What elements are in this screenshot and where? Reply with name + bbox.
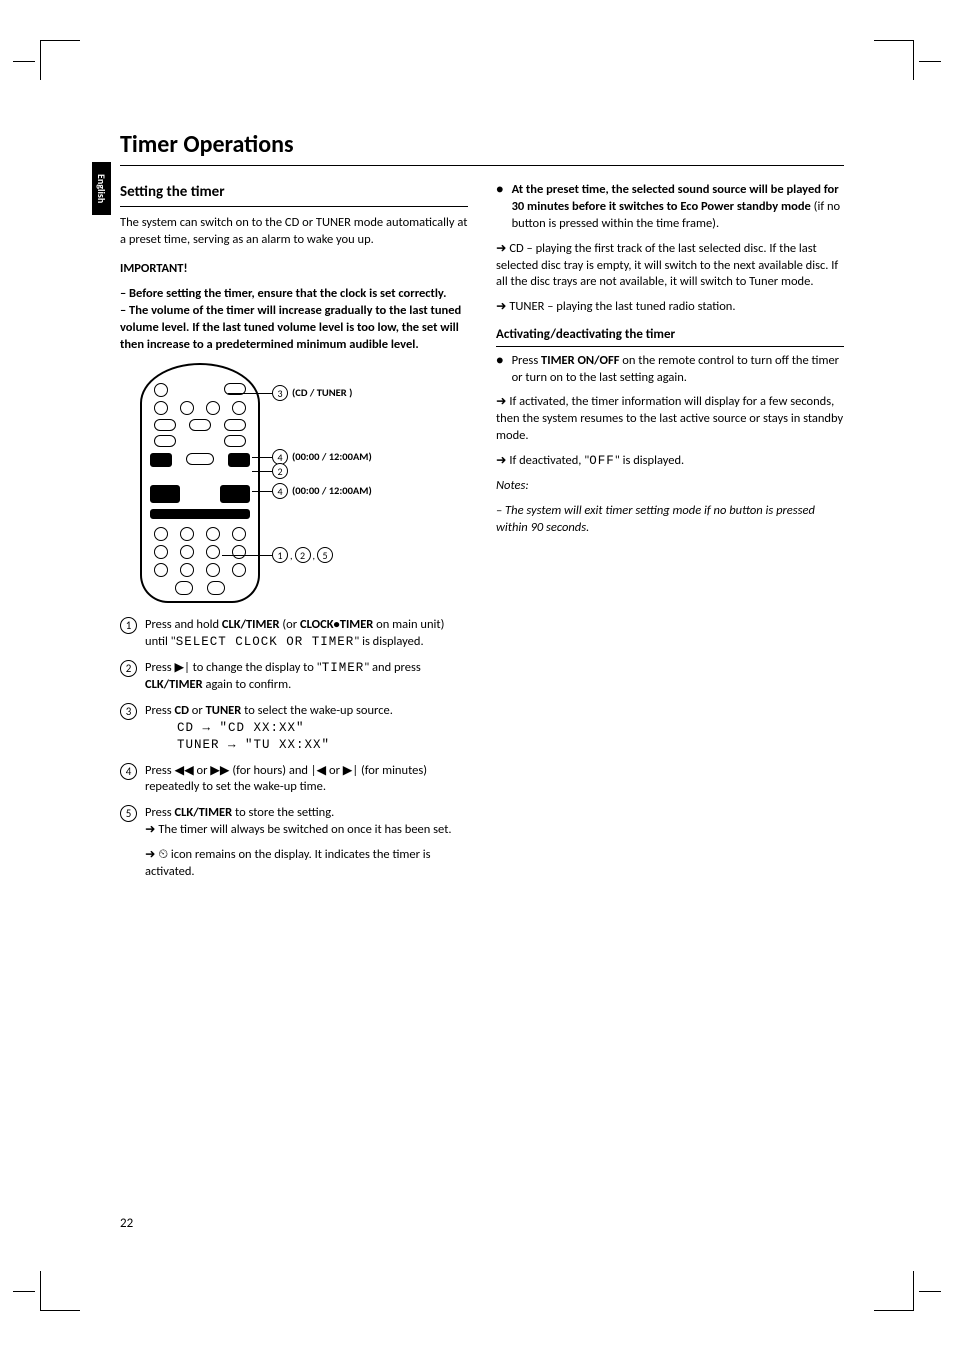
steps-list: 1 Press and hold CLK/TIMER (or CLOCK•TIME… — [120, 617, 468, 888]
callout-line — [252, 491, 272, 492]
step-arrow: The timer will always be switched on onc… — [145, 822, 468, 839]
important-label: IMPORTANT! — [120, 261, 468, 278]
step: 5 Press CLK/TIMER to store the setting.Th… — [120, 805, 468, 889]
right-column: At the preset time, the selected sound s… — [496, 182, 844, 898]
arrow-deactivated: If deactivated, "OFF" is displayed. — [496, 453, 844, 470]
remote-outline — [140, 363, 260, 603]
language-tab: English — [92, 162, 111, 215]
bullet-text: Press TIMER ON/OFF on the remote control… — [512, 353, 844, 387]
step-sub: CD → "CD XX:XX" — [177, 720, 468, 737]
important-body: – Before setting the timer, ensure that … — [120, 286, 468, 354]
callout-num: 2 — [295, 547, 311, 563]
crop-mark-tr — [874, 40, 914, 80]
page-title: Timer Operations — [120, 130, 844, 166]
bullet-text: At the preset time, the selected sound s… — [512, 182, 844, 233]
callout-num: 5 — [317, 547, 333, 563]
remote-diagram: 3 (CD / TUNER ) 4 (00:00 / 12:00AM) 2 4 … — [140, 363, 350, 603]
callout-line — [252, 471, 272, 472]
callout-line — [222, 555, 272, 556]
step-body: Press CD or TUNER to select the wake-up … — [145, 703, 468, 754]
arrow-tuner: TUNER – playing the last tuned radio sta… — [496, 299, 844, 316]
section-heading: Setting the timer — [120, 182, 468, 207]
callout-num: 1 — [272, 547, 288, 563]
callout-num: 4 — [272, 483, 288, 499]
callout-text: (00:00 / 12:00AM) — [292, 484, 372, 498]
callout-text: (CD / TUNER ) — [292, 386, 352, 400]
callout-line — [252, 457, 272, 458]
step-body: Press CLK/TIMER to store the setting.The… — [145, 805, 468, 889]
arrow-activated: If activated, the timer information will… — [496, 394, 844, 445]
crop-mark-br — [874, 1271, 914, 1311]
step: 3 Press CD or TUNER to select the wake-up… — [120, 703, 468, 754]
intro-paragraph: The system can switch on to the CD or TU… — [120, 215, 468, 249]
step-body: Press ▶| to change the display to "TIMER… — [145, 660, 468, 694]
callout-num: 2 — [272, 463, 288, 479]
arrow-cd: CD – playing the first track of the last… — [496, 241, 844, 292]
notes-body: – The system will exit timer setting mod… — [496, 503, 844, 537]
step-number: 2 — [120, 660, 137, 677]
step: 2 Press ▶| to change the display to "TIME… — [120, 660, 468, 694]
step: 1 Press and hold CLK/TIMER (or CLOCK•TIME… — [120, 617, 468, 651]
callout-text: (00:00 / 12:00AM) — [292, 450, 372, 464]
callout-line — [228, 393, 272, 394]
crop-mark-bl — [40, 1271, 80, 1311]
callout-num: 3 — [272, 385, 288, 401]
step-number: 3 — [120, 703, 137, 720]
step-number: 1 — [120, 617, 137, 634]
bullet-toggle: Press TIMER ON/OFF on the remote control… — [496, 353, 844, 387]
bullet-preset: At the preset time, the selected sound s… — [496, 182, 844, 233]
step-sub: TUNER → "TU XX:XX" — [177, 737, 468, 754]
step-number: 4 — [120, 763, 137, 780]
step-body: Press ◀◀ or ▶▶ (for hours) and |◀ or ▶| … — [145, 763, 468, 797]
step: 4 Press ◀◀ or ▶▶ (for hours) and |◀ or ▶|… — [120, 763, 468, 797]
columns: Setting the timer The system can switch … — [120, 182, 844, 898]
step-arrow: ⏲ icon remains on the display. It indica… — [145, 847, 468, 881]
subsection-heading: Activating/deactivating the timer — [496, 324, 844, 347]
page-number: 22 — [120, 1216, 133, 1231]
step-body: Press and hold CLK/TIMER (or CLOCK•TIMER… — [145, 617, 468, 651]
left-column: Setting the timer The system can switch … — [120, 182, 468, 898]
page-content: English Timer Operations Setting the tim… — [120, 130, 844, 898]
step-number: 5 — [120, 805, 137, 822]
crop-mark-tl — [40, 40, 80, 80]
notes-label: Notes: — [496, 478, 844, 495]
